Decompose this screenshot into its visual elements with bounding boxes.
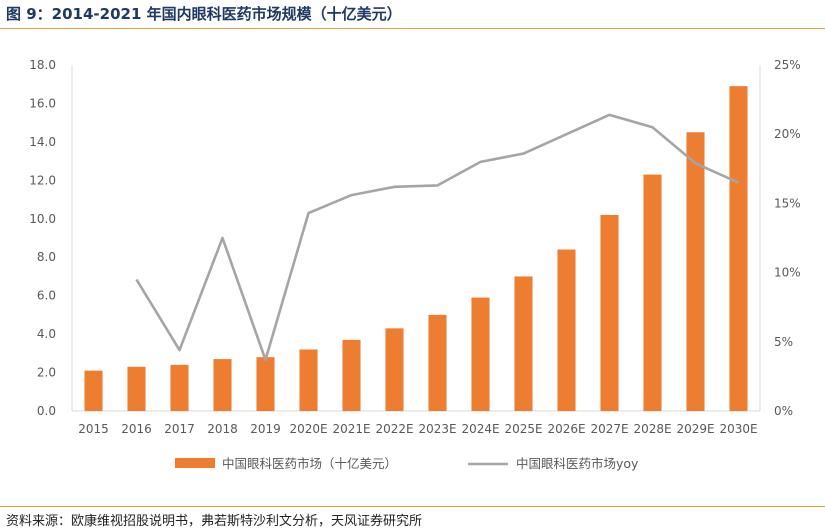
y-right-tick-label: 5% (774, 335, 793, 349)
x-tick-label: 2026E (547, 422, 585, 436)
bar (686, 132, 705, 411)
bar (428, 314, 447, 411)
y-left-tick-label: 16.0 (29, 96, 56, 110)
x-tick-label: 2028E (633, 422, 671, 436)
bar (127, 366, 146, 411)
y-right-tick-label: 10% (774, 266, 801, 280)
y-left-tick-label: 14.0 (29, 135, 56, 149)
source-note: 资料来源：欧康维视招股说明书，弗若斯特沙利文分析，天风证券研究所 (6, 514, 423, 529)
x-tick-label: 2030E (719, 422, 757, 436)
bar (729, 86, 748, 412)
y-left-tick-label: 6.0 (37, 289, 56, 303)
x-tick-label: 2015 (78, 422, 109, 436)
x-tick-label: 2025E (504, 422, 542, 436)
y-left-tick-label: 4.0 (37, 327, 56, 341)
title-divider (0, 28, 825, 29)
x-tick-label: 2017 (164, 422, 195, 436)
x-tick-label: 2022E (375, 422, 413, 436)
y-left-tick-label: 10.0 (29, 212, 56, 226)
bar (557, 249, 576, 411)
y-left-tick-label: 12.0 (29, 173, 56, 187)
y-left-tick-label: 8.0 (37, 250, 56, 264)
legend-line-label: 中国眼科医药市场yoy (516, 456, 639, 471)
chart-title: 图 9：2014-2021 年国内眼科医药市场规模（十亿美元） (6, 5, 402, 23)
bar (213, 359, 232, 411)
x-tick-label: 2016 (121, 422, 152, 436)
bar (342, 339, 361, 411)
x-tick-label: 2020E (289, 422, 327, 436)
bar (471, 297, 490, 411)
y-right-tick-label: 15% (774, 196, 801, 210)
x-tick-label: 2024E (461, 422, 499, 436)
y-right-tick-label: 25% (774, 58, 801, 72)
x-tick-label: 2021E (332, 422, 370, 436)
x-tick-label: 2023E (418, 422, 456, 436)
y-right-tick-label: 20% (774, 127, 801, 141)
bar (256, 357, 275, 411)
bar (84, 370, 103, 411)
y-left-tick-label: 0.0 (37, 404, 56, 418)
bar (299, 349, 318, 411)
legend-bar-swatch (175, 458, 215, 468)
x-tick-label: 2029E (676, 422, 714, 436)
bar (643, 174, 662, 411)
footer-divider (0, 506, 825, 507)
x-tick-label: 2018 (207, 422, 238, 436)
x-tick-label: 2019 (250, 422, 281, 436)
x-tick-label: 2027E (590, 422, 628, 436)
y-right-tick-label: 0% (774, 404, 793, 418)
y-left-tick-label: 18.0 (29, 58, 56, 72)
bar (385, 328, 404, 411)
legend-bar-label: 中国眼科医药市场（十亿美元） (222, 456, 397, 471)
bar (600, 214, 619, 411)
bar (170, 364, 189, 411)
bar (514, 276, 533, 411)
y-left-tick-label: 2.0 (37, 366, 56, 380)
